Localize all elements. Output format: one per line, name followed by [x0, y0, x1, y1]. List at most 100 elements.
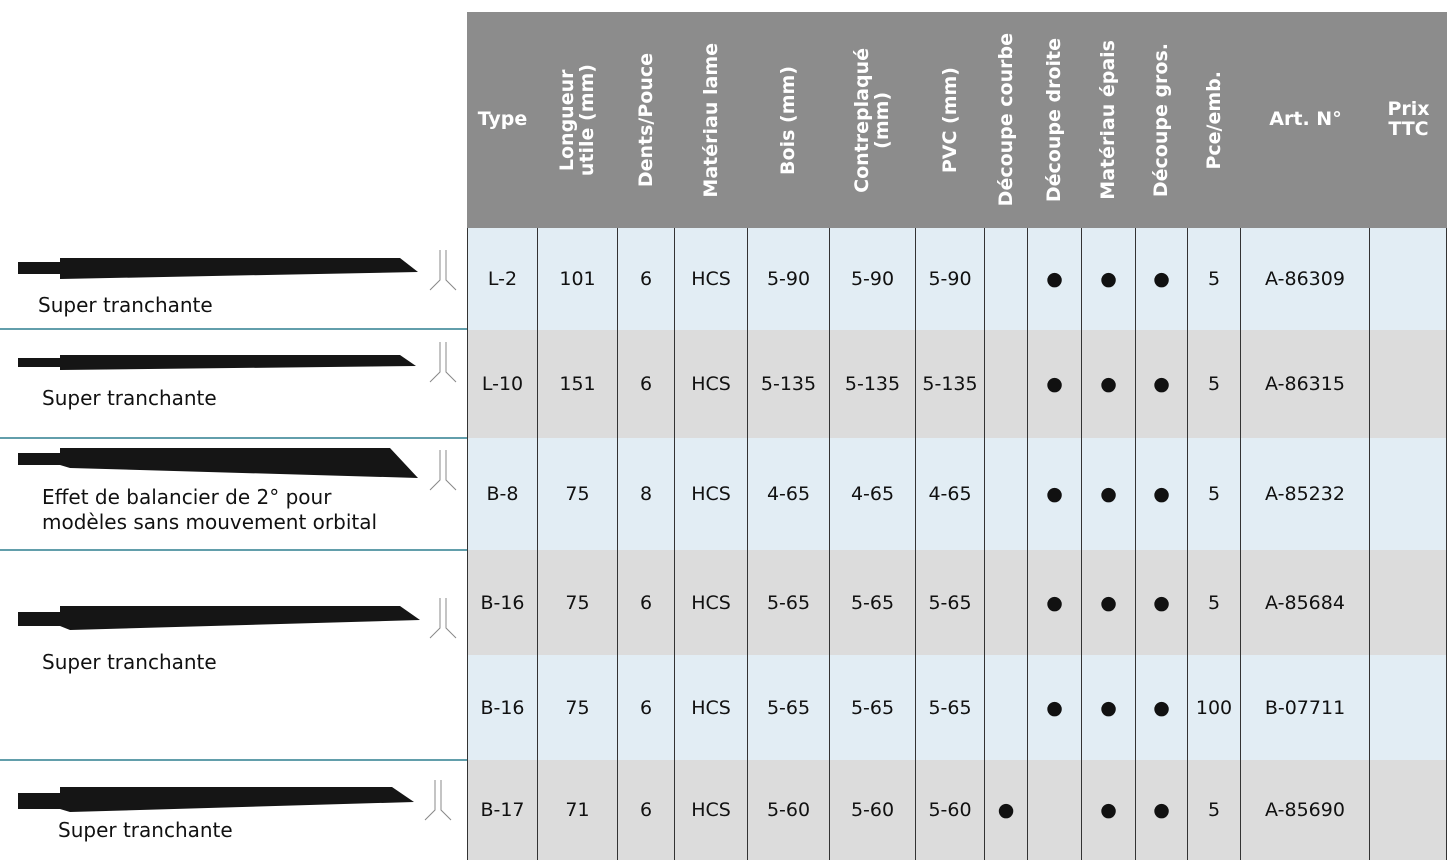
cell: ●: [1028, 655, 1082, 760]
cell: 75: [538, 550, 618, 655]
cell: [985, 330, 1028, 438]
header-line: Prix: [1387, 98, 1430, 121]
cell: [985, 550, 1028, 655]
blade-label: Effet de balancier de 2° pour: [42, 485, 332, 509]
blade-label: Super tranchante: [38, 293, 213, 317]
cell: 5-65: [916, 655, 985, 760]
cell: ●: [1082, 655, 1136, 760]
cell: 101: [538, 228, 618, 330]
row-background: [467, 655, 1447, 760]
cell: 75: [538, 655, 618, 760]
header-line: (mm): [871, 91, 893, 149]
cell: A-86309: [1241, 228, 1370, 330]
cell: ●: [1136, 330, 1188, 438]
header-line: PVC (mm): [938, 66, 961, 174]
cell: ●: [1082, 228, 1136, 330]
blade-images: [18, 258, 420, 812]
cell: 5-135: [916, 330, 985, 438]
cell: 5: [1188, 760, 1241, 860]
cell: ●: [1136, 550, 1188, 655]
cell: A-85684: [1241, 550, 1370, 655]
header-line: Découpe courbe: [994, 33, 1017, 207]
cell: [1370, 228, 1447, 330]
cell: L-10: [467, 330, 538, 438]
header-text: PVC (mm): [938, 66, 961, 174]
row-background: [467, 550, 1447, 655]
cell: A-86315: [1241, 330, 1370, 438]
header-line: Pce/emb.: [1202, 70, 1225, 170]
header-line: Bois (mm): [777, 65, 800, 175]
column-header: Bois (mm): [748, 12, 830, 228]
column-header: PVC (mm): [916, 12, 985, 228]
cell: L-2: [467, 228, 538, 330]
cell: A-85232: [1241, 438, 1370, 550]
cell: 151: [538, 330, 618, 438]
row-background: [467, 438, 1447, 550]
header-text: Découpe gros.: [1150, 43, 1172, 197]
cell: 5-135: [830, 330, 916, 438]
row-background: [467, 760, 1447, 860]
cell: [985, 438, 1028, 550]
cell: ●: [1028, 330, 1082, 438]
column-header: Dents/Pouce: [618, 12, 675, 228]
cell: 5-65: [748, 550, 830, 655]
cell: 5-65: [830, 550, 916, 655]
column-header: Contreplaqué (mm): [830, 12, 916, 228]
cell: 100: [1188, 655, 1241, 760]
cell: 5: [1188, 228, 1241, 330]
cell: ●: [985, 760, 1028, 860]
cell: ●: [1028, 550, 1082, 655]
header-text: Longueur utile (mm): [556, 63, 598, 177]
cell: 4-65: [916, 438, 985, 550]
cell: HCS: [675, 760, 748, 860]
cell: 4-65: [830, 438, 916, 550]
cell: HCS: [675, 655, 748, 760]
cell: B-16: [467, 550, 538, 655]
cell: 5-90: [830, 228, 916, 330]
blade-label: Super tranchante: [58, 818, 233, 842]
cell: 71: [538, 760, 618, 860]
cell: 5-60: [748, 760, 830, 860]
column-header: Art. N°: [1241, 12, 1370, 228]
header-text: Prix TTC: [1387, 98, 1430, 140]
cell: ●: [1082, 550, 1136, 655]
cell: HCS: [675, 438, 748, 550]
column-header: Matériau lame: [675, 12, 748, 228]
header-line: Matériau épais: [1097, 40, 1120, 200]
cell: ●: [1082, 438, 1136, 550]
row-background: [467, 330, 1447, 438]
column-header: Longueur utile (mm): [538, 12, 618, 228]
cell: B-17: [467, 760, 538, 860]
header-text: Art. N°: [1269, 108, 1342, 131]
cell: ●: [1082, 760, 1136, 860]
cell: ●: [1136, 760, 1188, 860]
cell: [985, 228, 1028, 330]
cell: HCS: [675, 550, 748, 655]
cell: 5-60: [830, 760, 916, 860]
column-header: Découpe courbe: [985, 12, 1028, 228]
cell: HCS: [675, 330, 748, 438]
header-line: utile (mm): [576, 63, 598, 177]
cell: 6: [618, 760, 675, 860]
column-header: Découpe droite: [1028, 12, 1082, 228]
column-header: Matériau épais: [1082, 12, 1136, 228]
cell: HCS: [675, 228, 748, 330]
header-line: Type: [477, 108, 528, 131]
header-text: Type: [477, 108, 528, 131]
cell: 5-65: [748, 655, 830, 760]
cell: ●: [1136, 655, 1188, 760]
header-line: Dents/Pouce: [634, 52, 657, 188]
header-text: Matériau lame: [699, 42, 722, 198]
cell: [1028, 760, 1082, 860]
cell: ●: [1028, 228, 1082, 330]
header-line: Art. N°: [1269, 108, 1342, 131]
cell: 4-65: [748, 438, 830, 550]
cell: [1370, 438, 1447, 550]
cell: ●: [1028, 438, 1082, 550]
header-line: Découpe droite: [1043, 37, 1066, 203]
header-line: Matériau lame: [699, 42, 722, 198]
cell: B-16: [467, 655, 538, 760]
header-text: Découpe droite: [1043, 37, 1066, 203]
blades: [0, 250, 467, 821]
